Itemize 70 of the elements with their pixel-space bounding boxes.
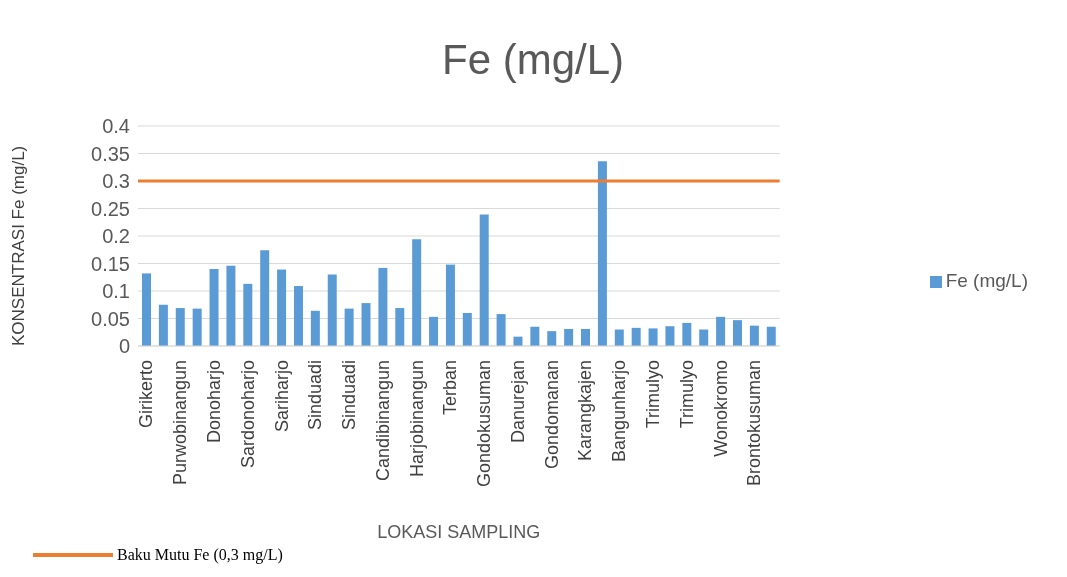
x-tick-label: Gondomanan xyxy=(541,360,562,470)
x-tick-label: Wonokromo xyxy=(710,360,731,457)
x-axis-title: LOKASI SAMPLING xyxy=(377,522,541,542)
x-tick-label: Sinduadi xyxy=(305,360,326,431)
bar xyxy=(530,326,540,346)
x-tick-label: Donoharjo xyxy=(203,360,224,444)
x-tick-label: Danurejan xyxy=(507,360,528,444)
bar xyxy=(564,328,574,346)
bar xyxy=(412,239,422,346)
x-tick-label: Bangunharjo xyxy=(609,360,630,463)
legend-label: Fe (mg/L) xyxy=(945,270,1028,291)
bar xyxy=(209,269,219,346)
x-tick-label: Trimulyo xyxy=(676,360,697,429)
x-tick-label: Harjobinangun xyxy=(406,360,427,478)
bar xyxy=(479,214,489,346)
bar xyxy=(158,304,168,346)
x-tick-label: Sardonoharjo xyxy=(237,360,258,469)
y-tick-label: 0.3 xyxy=(102,170,130,193)
bar xyxy=(361,303,371,346)
y-tick-label: 0.4 xyxy=(102,115,130,138)
x-tick-label: Karangkajen xyxy=(575,360,596,462)
bar xyxy=(395,308,405,346)
bar xyxy=(243,283,253,346)
bar xyxy=(716,316,726,346)
bar xyxy=(378,267,388,346)
bar xyxy=(175,308,185,346)
bar xyxy=(310,310,320,346)
bar xyxy=(462,313,472,346)
y-tick-label: 0.15 xyxy=(91,252,130,275)
bar xyxy=(597,161,607,346)
bar xyxy=(766,326,776,346)
bar xyxy=(547,331,557,346)
y-tick-label: 0.2 xyxy=(102,225,130,248)
y-tick-label: 0.35 xyxy=(91,142,130,165)
x-tick-label: Terban xyxy=(440,360,461,416)
x-tick-label: Candibinangun xyxy=(372,360,393,482)
bar xyxy=(732,320,742,346)
y-tick-label: 0.25 xyxy=(91,197,130,220)
bar xyxy=(429,316,439,346)
x-tick-label: Trimulyo xyxy=(643,360,663,429)
bar xyxy=(327,274,337,346)
bar xyxy=(581,328,591,346)
y-tick-label: 0 xyxy=(118,335,130,358)
y-tick-label: 0.1 xyxy=(102,280,130,303)
bar xyxy=(631,327,641,346)
legend-label: Baku Mutu Fe (0,3 mg/L) xyxy=(117,546,283,564)
y-axis-title: KONSENTRASI Fe (mg/L) xyxy=(9,145,29,346)
x-tick-label: Girikerto xyxy=(136,360,157,429)
x-tick-label: Brontokusuman xyxy=(744,360,765,487)
chart-title: Fe (mg/L) xyxy=(441,36,625,84)
bar xyxy=(682,322,692,346)
bar xyxy=(699,329,709,346)
bar xyxy=(277,269,287,346)
bar xyxy=(142,273,151,346)
y-tick-label: 0.05 xyxy=(91,307,130,330)
bar xyxy=(665,326,675,346)
bar xyxy=(260,250,270,346)
bar xyxy=(293,286,303,346)
bar xyxy=(496,314,506,346)
bar xyxy=(344,308,354,346)
x-tick-label: Sinduadi xyxy=(339,360,360,431)
x-tick-label: Purwobinangun xyxy=(170,360,191,486)
bar xyxy=(648,328,658,346)
bar xyxy=(749,325,759,346)
bar xyxy=(192,308,202,346)
bar xyxy=(226,265,236,346)
x-tick-label: Gondokusuman xyxy=(474,360,495,488)
bar xyxy=(445,264,455,346)
bar xyxy=(614,329,624,346)
x-tick-label: Sariharjo xyxy=(271,360,292,433)
